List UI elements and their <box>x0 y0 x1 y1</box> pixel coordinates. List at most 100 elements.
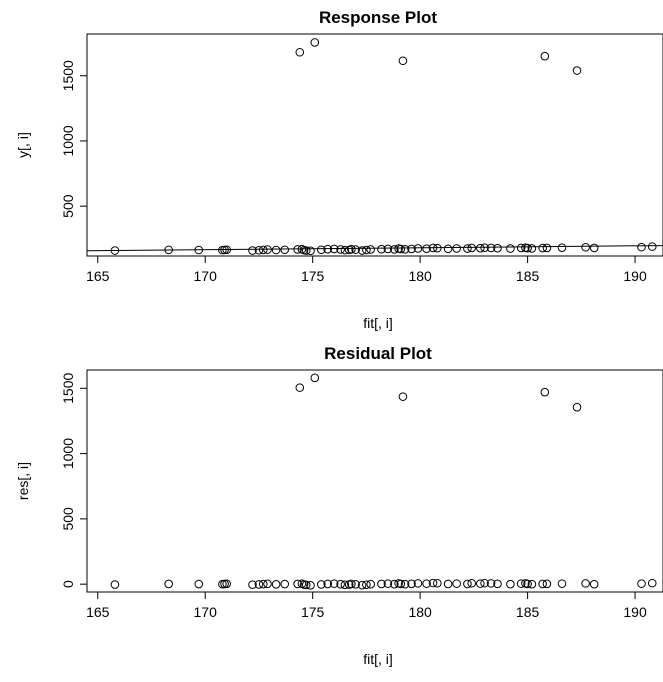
residual-point <box>407 579 416 589</box>
residual-point <box>476 579 485 588</box>
response-point <box>433 243 442 253</box>
residual-point <box>396 579 406 589</box>
response-x-tick-label: 170 <box>194 268 218 284</box>
residual-point <box>362 580 371 589</box>
response-point <box>516 243 526 253</box>
residual-point <box>581 579 590 588</box>
response-point <box>467 243 477 253</box>
residual-point <box>366 579 376 589</box>
residual-point <box>323 579 333 589</box>
response-point <box>357 246 367 255</box>
response-point <box>486 243 496 253</box>
response-point <box>351 245 360 254</box>
response-point <box>557 243 567 252</box>
residual-plot-points <box>110 373 657 590</box>
residual-point <box>493 579 502 589</box>
response-point <box>316 245 326 255</box>
residual-point <box>110 580 120 589</box>
response-point <box>310 38 320 47</box>
residual-point <box>280 579 290 589</box>
residual-point <box>258 579 268 589</box>
response-x-tick-label: 185 <box>516 268 540 284</box>
response-point <box>589 243 599 253</box>
residual-point <box>486 579 496 588</box>
response-point <box>428 243 438 253</box>
residual-x-tick-label: 170 <box>194 604 218 620</box>
response-point <box>572 66 582 75</box>
residual-point <box>557 579 567 588</box>
response-point <box>463 244 472 253</box>
residual-point <box>463 579 472 589</box>
residual-point <box>351 579 360 589</box>
residual-point <box>452 579 461 588</box>
response-point <box>306 246 315 256</box>
residual-point <box>336 579 345 589</box>
response-point <box>336 245 345 254</box>
residual-y-tick-label: 500 <box>60 507 76 531</box>
residual-point <box>506 579 515 589</box>
residual-x-tick-label: 190 <box>623 604 647 620</box>
response-point <box>366 245 376 254</box>
response-plot: Response Plot fit[, i] y[, i] 165 170 175 1… <box>15 8 663 331</box>
residual-point <box>263 579 272 589</box>
residual-point <box>637 579 646 588</box>
residual-point <box>164 579 173 589</box>
residual-point <box>523 579 532 589</box>
residual-x-tick-label: 180 <box>408 604 432 620</box>
residual-x-tick-label: 165 <box>86 604 110 620</box>
residual-point <box>538 579 547 589</box>
response-point <box>271 245 281 255</box>
response-point <box>443 244 453 254</box>
response-point <box>301 246 311 255</box>
response-point <box>377 244 386 254</box>
response-y-tick-label: 1000 <box>60 125 76 156</box>
residual-point <box>271 579 281 589</box>
response-plot-points <box>86 38 663 256</box>
residual-point <box>467 578 477 588</box>
response-y-tick-label: 1500 <box>60 60 76 91</box>
residual-point <box>433 578 442 588</box>
residual-point <box>222 579 232 589</box>
response-point <box>383 244 393 254</box>
residual-point <box>540 387 550 397</box>
response-plot-title: Response Plot <box>319 8 437 27</box>
response-point <box>542 243 552 253</box>
residual-plot-ticks: 165 170 175 180 185 190 0 500 1000 1500 <box>60 373 647 620</box>
residual-point <box>310 373 320 383</box>
residual-y-tick-label: 1000 <box>60 438 76 469</box>
response-point <box>407 244 416 254</box>
response-point <box>581 242 590 252</box>
response-point <box>293 245 302 254</box>
residual-point <box>306 581 315 590</box>
response-fit-line <box>86 245 663 252</box>
residual-point <box>295 383 305 392</box>
response-x-tick-label: 165 <box>86 268 110 284</box>
residual-point <box>383 579 393 588</box>
response-point <box>164 245 173 255</box>
response-point <box>647 242 657 251</box>
response-point <box>258 245 268 255</box>
response-plot-ticks: 165 170 175 180 185 190 500 1000 1500 <box>60 60 647 284</box>
response-point <box>398 56 408 66</box>
response-plot-ylabel: y[, i] <box>15 132 31 158</box>
residual-point <box>377 579 386 589</box>
residual-point <box>527 579 537 589</box>
residual-x-tick-label: 175 <box>301 604 325 620</box>
residual-plot-ylabel: res[, i] <box>15 462 31 500</box>
residual-point <box>589 579 599 589</box>
response-point <box>637 242 646 252</box>
residual-point <box>301 580 311 590</box>
residual-point <box>413 579 423 588</box>
residual-point <box>398 392 408 401</box>
residual-point <box>316 580 326 589</box>
response-point <box>476 243 485 253</box>
residual-point <box>390 579 399 589</box>
residual-point <box>572 402 582 412</box>
response-plot-frame <box>86 33 663 257</box>
response-point <box>400 245 410 254</box>
residual-point <box>254 580 264 589</box>
residual-point <box>347 579 356 589</box>
response-point <box>390 245 399 254</box>
residual-point <box>443 579 453 589</box>
